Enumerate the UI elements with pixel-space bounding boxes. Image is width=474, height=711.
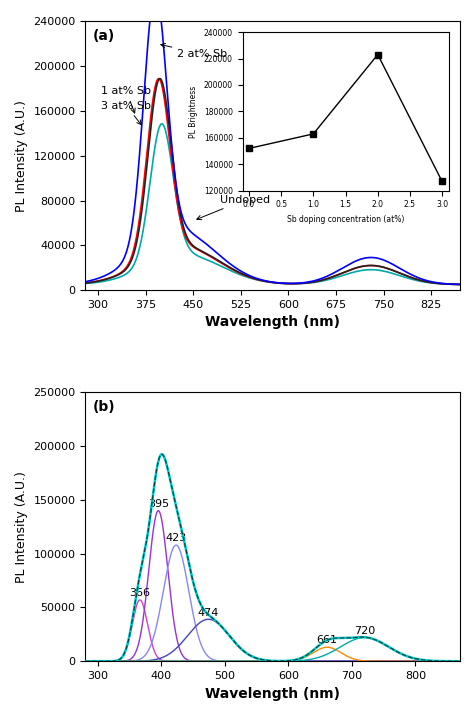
Text: (b): (b) [93,400,116,415]
Text: 395: 395 [148,499,169,509]
Text: 366: 366 [129,588,150,598]
Text: 661: 661 [317,636,337,646]
X-axis label: Wavelength (nm): Wavelength (nm) [205,316,340,329]
Text: 1 at% Sb: 1 at% Sb [101,86,151,113]
Text: 3 at% Sb: 3 at% Sb [101,101,151,124]
Text: Undoped: Undoped [197,195,270,220]
X-axis label: Wavelength (nm): Wavelength (nm) [205,687,340,700]
Text: 474: 474 [198,607,219,618]
Y-axis label: PL Intensity (A.U.): PL Intensity (A.U.) [15,471,28,583]
Text: (a): (a) [93,29,115,43]
Text: 423: 423 [165,533,187,543]
Text: 2 at% Sb: 2 at% Sb [161,43,228,59]
Text: 720: 720 [354,626,375,636]
Y-axis label: PL Intensity (A.U.): PL Intensity (A.U.) [15,100,28,212]
